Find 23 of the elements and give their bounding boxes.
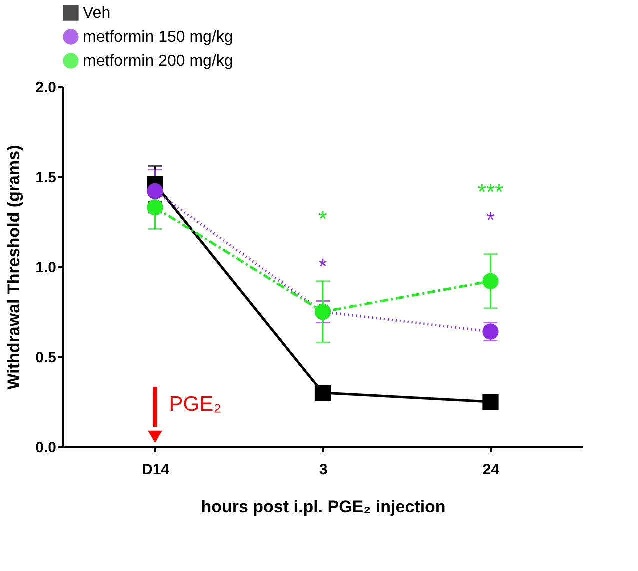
- y-tick-label: 1.0: [36, 260, 56, 276]
- y-axis-title: Withdrawal Threshold (grams): [4, 145, 24, 390]
- legend-label: metformin 200 mg/kg: [83, 53, 234, 70]
- point: [147, 200, 164, 216]
- annotation: ***: [478, 179, 504, 204]
- legend-label: metformin 150 mg/kg: [83, 29, 234, 46]
- x-axis-title: hours post i.pl. PGE₂ injection: [201, 498, 446, 516]
- annotation: *: [318, 206, 328, 232]
- point: [314, 384, 332, 402]
- x-tick-label: 3: [319, 462, 328, 478]
- y-tick-label: 0.0: [36, 440, 56, 456]
- point: [482, 273, 499, 290]
- point: [147, 183, 164, 200]
- annotation: *: [318, 254, 328, 280]
- y-tick-label: 2.0: [36, 80, 56, 96]
- x-tick-label: 24: [482, 462, 500, 478]
- annotation: *: [486, 207, 496, 232]
- legend-label: Veh: [83, 5, 111, 22]
- y-tick-label: 0.5: [36, 350, 56, 366]
- point: [482, 394, 499, 410]
- x-tick-label: D14: [142, 462, 170, 478]
- annotation: PGE₂: [169, 393, 222, 416]
- y-tick-label: 1.5: [36, 170, 56, 186]
